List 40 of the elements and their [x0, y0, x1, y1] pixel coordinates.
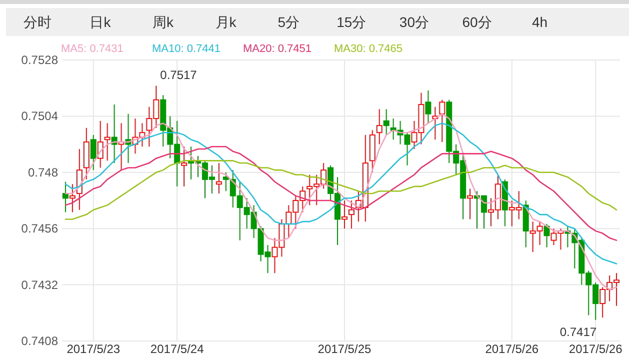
text: 周k	[152, 14, 174, 30]
text: 分时	[23, 14, 52, 30]
candlestick	[341, 200, 348, 230]
y-tick-label: 0.748	[28, 165, 58, 180]
candlestick	[216, 162, 222, 194]
y-tick-label: 0.7456	[21, 222, 58, 236]
text: 30分	[399, 14, 429, 30]
text: MA10: 0.7441	[152, 43, 220, 55]
text: MA20: 0.7451	[243, 43, 312, 55]
text: MA5: 0.7431	[61, 43, 124, 55]
text: 60分	[462, 14, 492, 30]
text: 月k	[215, 14, 238, 30]
candlestick	[425, 90, 432, 124]
candlestick	[69, 184, 76, 213]
text: MA30: 0.7465	[334, 43, 402, 55]
y-tick-label: 0.7528	[21, 53, 58, 67]
candlestick	[467, 188, 474, 220]
y-tick-label: 0.7504	[21, 109, 58, 124]
annotation: 0.7417	[560, 324, 597, 339]
text: 4h	[532, 14, 548, 30]
candlestick	[181, 146, 188, 187]
candlestick	[222, 172, 229, 192]
x-tick-label: 2017/5/25	[318, 342, 372, 356]
candlestick	[348, 200, 354, 230]
x-tick-label: 2017/5/24	[150, 342, 204, 356]
text: 日k	[90, 14, 112, 30]
text: 15分	[336, 14, 366, 30]
line-series	[64, 122, 618, 264]
candlestick	[383, 108, 390, 136]
x-tick-label: 2017/5/26	[568, 342, 623, 356]
y-tick-label: 0.7408	[21, 334, 58, 348]
y-tick-label: 0.7432	[21, 278, 58, 292]
candlestick	[376, 108, 382, 145]
candlestick	[104, 122, 110, 162]
x-tick-label: 2017/5/23	[66, 342, 120, 356]
annotation: 0.7517	[160, 68, 198, 82]
candlestick	[439, 99, 446, 142]
x-tick-label: 2017/5/26	[485, 342, 539, 356]
text: 5分	[278, 14, 300, 30]
candlestick	[90, 134, 96, 171]
